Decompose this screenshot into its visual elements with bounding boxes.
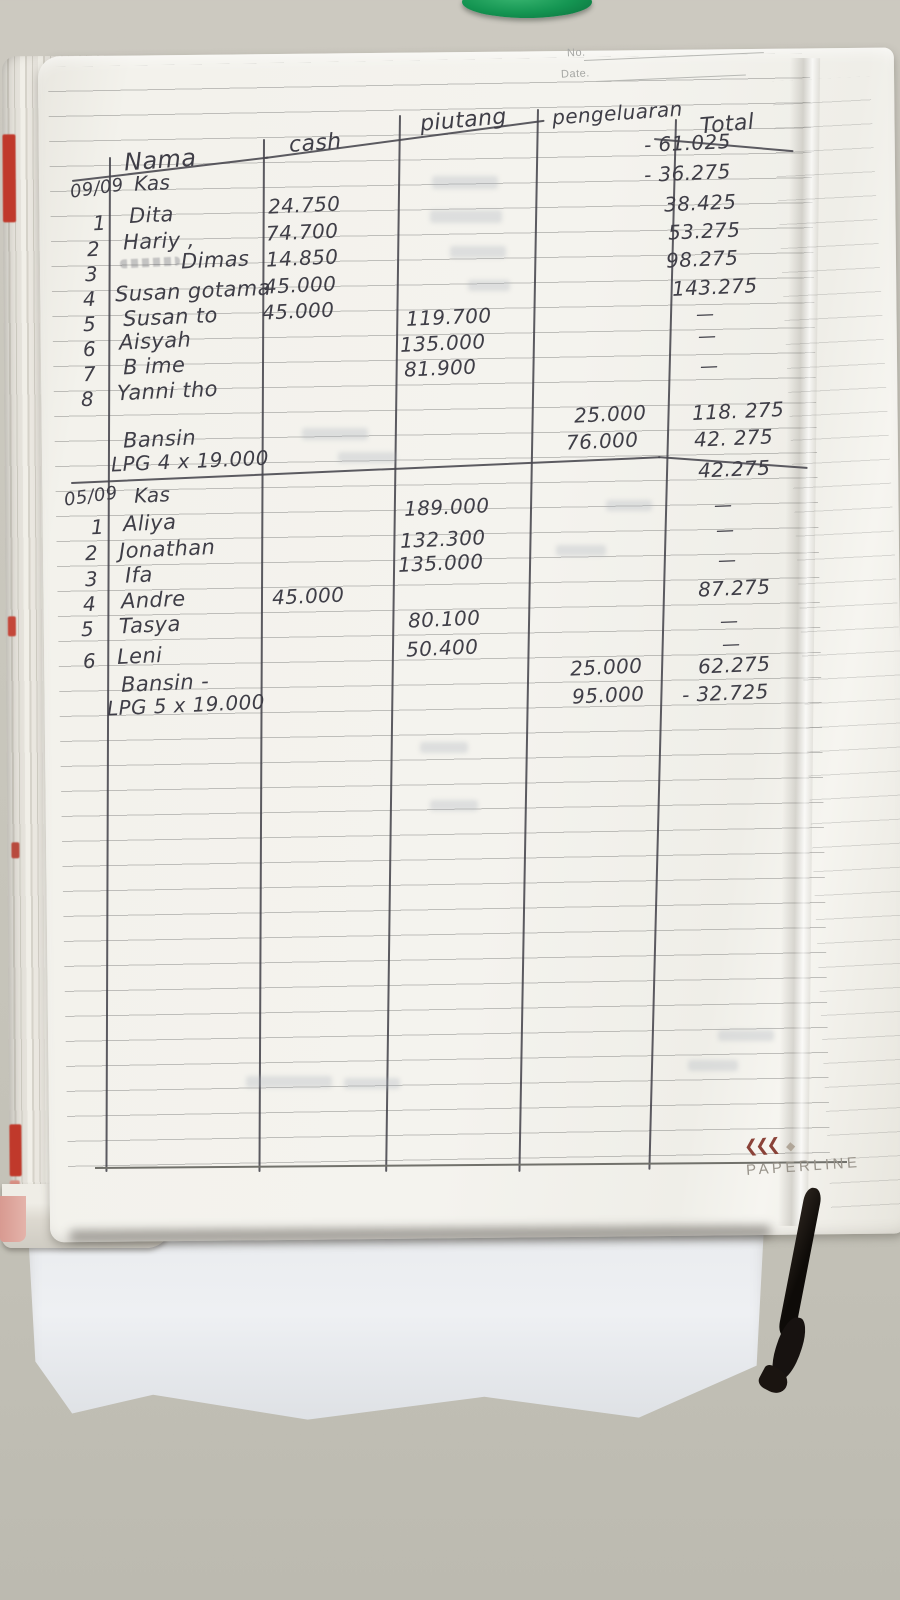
row-name: Kas xyxy=(133,482,171,508)
row-pengeluaran: 25.000 xyxy=(569,653,643,681)
row-no: 2 xyxy=(84,540,99,566)
pink-page-edge xyxy=(0,1196,26,1242)
printed-no-label: No. xyxy=(566,46,586,60)
ink-bleed-mark xyxy=(420,742,468,753)
row-total: — xyxy=(719,610,739,633)
row-total: - 32.725 xyxy=(681,679,770,707)
ink-bleed-mark xyxy=(338,452,396,463)
row-total: — xyxy=(717,549,737,572)
row-name: Ifa xyxy=(124,562,154,588)
row-name: Kas xyxy=(133,170,171,196)
ink-bleed-mark xyxy=(246,1076,332,1088)
row-no: 3 xyxy=(84,261,99,287)
row-name: Tasya xyxy=(118,611,182,639)
row-pengeluaran: 25.000 xyxy=(573,400,647,428)
row-total: 143.275 xyxy=(671,273,758,301)
row-no: 4 xyxy=(82,286,97,312)
loose-paper-sheet xyxy=(28,1220,764,1420)
row-name: Andre xyxy=(120,586,187,614)
row-cash: 14.850 xyxy=(265,244,339,272)
row-name: B ime xyxy=(122,352,186,380)
green-bottle-cap xyxy=(462,0,592,18)
row-piutang: 50.400 xyxy=(405,634,479,662)
row-total: 38.425 xyxy=(663,189,737,217)
row-name: Dimas xyxy=(180,246,250,274)
row-no: 5 xyxy=(80,616,95,642)
row-total: — xyxy=(699,355,719,378)
row-name: Aliya xyxy=(122,509,177,537)
row-total: 98.275 xyxy=(665,245,739,273)
row-total: — xyxy=(713,494,733,517)
ink-bleed-mark xyxy=(450,246,506,258)
row-piutang: 81.900 xyxy=(403,354,477,382)
row-total: 42.275 xyxy=(697,455,771,483)
row-cash: 24.750 xyxy=(267,191,341,219)
row-no: 6 xyxy=(82,648,97,674)
row-name: Susan to xyxy=(122,302,219,332)
ink-bleed-mark xyxy=(556,545,606,556)
row-name: Dita xyxy=(128,202,175,228)
row-name: Yanni tho xyxy=(116,376,219,406)
ink-bleed-mark xyxy=(302,428,368,440)
row-name: Jonathan xyxy=(118,534,216,564)
row-total: — xyxy=(715,519,735,542)
ink-bleed-mark xyxy=(430,210,502,223)
row-total: — xyxy=(697,325,717,348)
ink-bleed-mark xyxy=(718,1030,774,1041)
ink-bleed-mark xyxy=(606,500,652,511)
row-no: 8 xyxy=(80,386,95,412)
row-piutang: 135.000 xyxy=(399,329,486,357)
row-total: - 61.025 xyxy=(643,129,732,157)
row-total: 53.275 xyxy=(667,217,741,245)
row-no: 1 xyxy=(92,210,107,236)
row-no: 4 xyxy=(82,591,97,617)
ink-bleed-mark xyxy=(432,176,498,189)
row-no: 6 xyxy=(82,336,97,362)
printed-date-label: Date. xyxy=(560,67,591,81)
row-piutang: 135.000 xyxy=(397,549,484,577)
paperline-diamond-icon: ◆ xyxy=(785,1138,796,1154)
row-cash: 45.000 xyxy=(261,297,335,325)
row-cash: 74.700 xyxy=(265,218,339,246)
ink-bleed-mark xyxy=(344,1078,400,1089)
row-piutang: 119.700 xyxy=(405,303,492,331)
row-pengeluaran: 76.000 xyxy=(565,427,639,455)
row-no: 1 xyxy=(90,514,105,540)
ink-bleed-mark xyxy=(430,800,478,811)
row-no: 3 xyxy=(84,566,99,592)
row-no: 2 xyxy=(86,236,101,262)
row-name: Aisyah xyxy=(118,327,192,355)
row-total: — xyxy=(695,303,715,326)
row-cash: 45.000 xyxy=(263,271,337,299)
row-total: - 36.275 xyxy=(643,159,732,187)
row-no: 5 xyxy=(82,311,97,337)
row-total: 118. 275 xyxy=(691,396,785,426)
ink-bleed-mark xyxy=(688,1060,738,1071)
row-no: 7 xyxy=(82,361,97,387)
row-piutang: 80.100 xyxy=(407,605,481,633)
ink-bleed-mark xyxy=(468,280,510,291)
paperline-chevrons-icon: ❮❮❮ xyxy=(743,1134,779,1158)
col-header-cash: cash xyxy=(288,129,343,158)
row-cash: 45.000 xyxy=(271,582,345,610)
row-piutang: 189.000 xyxy=(403,493,490,521)
row-total: 62.275 xyxy=(697,651,771,679)
row-total: 87.275 xyxy=(697,574,771,602)
row-total: 42. 275 xyxy=(693,424,774,452)
row-name: Leni xyxy=(116,643,163,669)
row-pengeluaran: 95.000 xyxy=(571,681,645,709)
